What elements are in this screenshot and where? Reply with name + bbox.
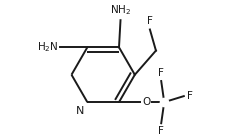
Text: NH$_2$: NH$_2$ xyxy=(110,3,131,17)
Text: O: O xyxy=(142,97,150,107)
Text: N: N xyxy=(76,106,84,116)
Text: H$_2$N: H$_2$N xyxy=(37,40,59,54)
Text: F: F xyxy=(158,68,164,78)
Text: F: F xyxy=(187,91,193,101)
Text: F: F xyxy=(158,126,164,136)
Text: F: F xyxy=(147,16,153,26)
